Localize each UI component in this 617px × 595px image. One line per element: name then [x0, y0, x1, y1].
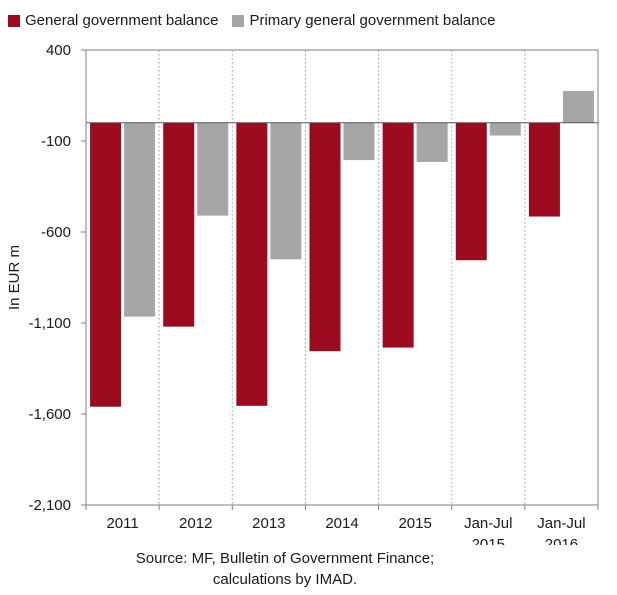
source-line-1: Source: MF, Bulletin of Government Finan…	[135, 550, 435, 567]
y-tick-label: -600	[41, 224, 71, 241]
plot-frame	[85, 49, 599, 506]
bar-general-6	[528, 122, 560, 217]
x-tick-label: 2016	[545, 536, 578, 545]
bar-general-5	[455, 122, 487, 261]
bar-general-3	[309, 122, 341, 352]
bar-general-1	[163, 122, 195, 327]
y-tick-label: -100	[41, 133, 71, 150]
x-tick-label: Jan-Jul	[537, 515, 585, 532]
x-tick-label: 2015	[398, 515, 431, 532]
y-tick-label: 400	[46, 42, 71, 59]
bar-primary-2	[270, 122, 302, 260]
legend-label-primary-balance: Primary general government balance	[249, 12, 496, 29]
bar-general-0	[90, 122, 122, 407]
x-tick-label: 2014	[325, 515, 358, 532]
bar-general-4	[382, 122, 414, 348]
y-tick-label: -2,100	[28, 497, 71, 514]
legend-label-general-balance: General government balance	[25, 12, 219, 29]
bar-primary-0	[124, 122, 156, 317]
legend-item-primary-balance: Primary general government balance	[232, 12, 495, 29]
x-tick-label: 2013	[252, 515, 285, 532]
x-tick-label: 2011	[106, 515, 138, 532]
legend: General government balance Primary gener…	[8, 12, 509, 29]
x-tick-label: Jan-Jul	[464, 515, 512, 532]
source-note: Source: MF, Bulletin of Government Finan…	[0, 548, 570, 590]
x-tick-label: 2012	[179, 515, 212, 532]
bar-primary-6	[562, 90, 594, 123]
bar-chart: 400 -100 -600 -1,100 -1,600 -2,100 In EUR m 201…	[6, 42, 599, 545]
bar-primary-3	[343, 122, 375, 161]
y-tick-label: -1,100	[28, 315, 71, 332]
source-line-2: calculations by IMAD.	[212, 571, 358, 588]
bar-primary-1	[197, 122, 229, 216]
y-axis-title: In EUR m	[6, 245, 23, 310]
y-tick-label: -1,600	[28, 406, 71, 423]
bar-primary-4	[416, 122, 448, 162]
legend-item-general-balance: General government balance	[8, 12, 218, 29]
legend-swatch-primary-balance	[232, 14, 245, 27]
bar-general-2	[236, 122, 268, 406]
legend-swatch-general-balance	[8, 14, 20, 27]
x-tick-label: 2015	[472, 536, 505, 545]
bar-primary-5	[489, 122, 521, 136]
